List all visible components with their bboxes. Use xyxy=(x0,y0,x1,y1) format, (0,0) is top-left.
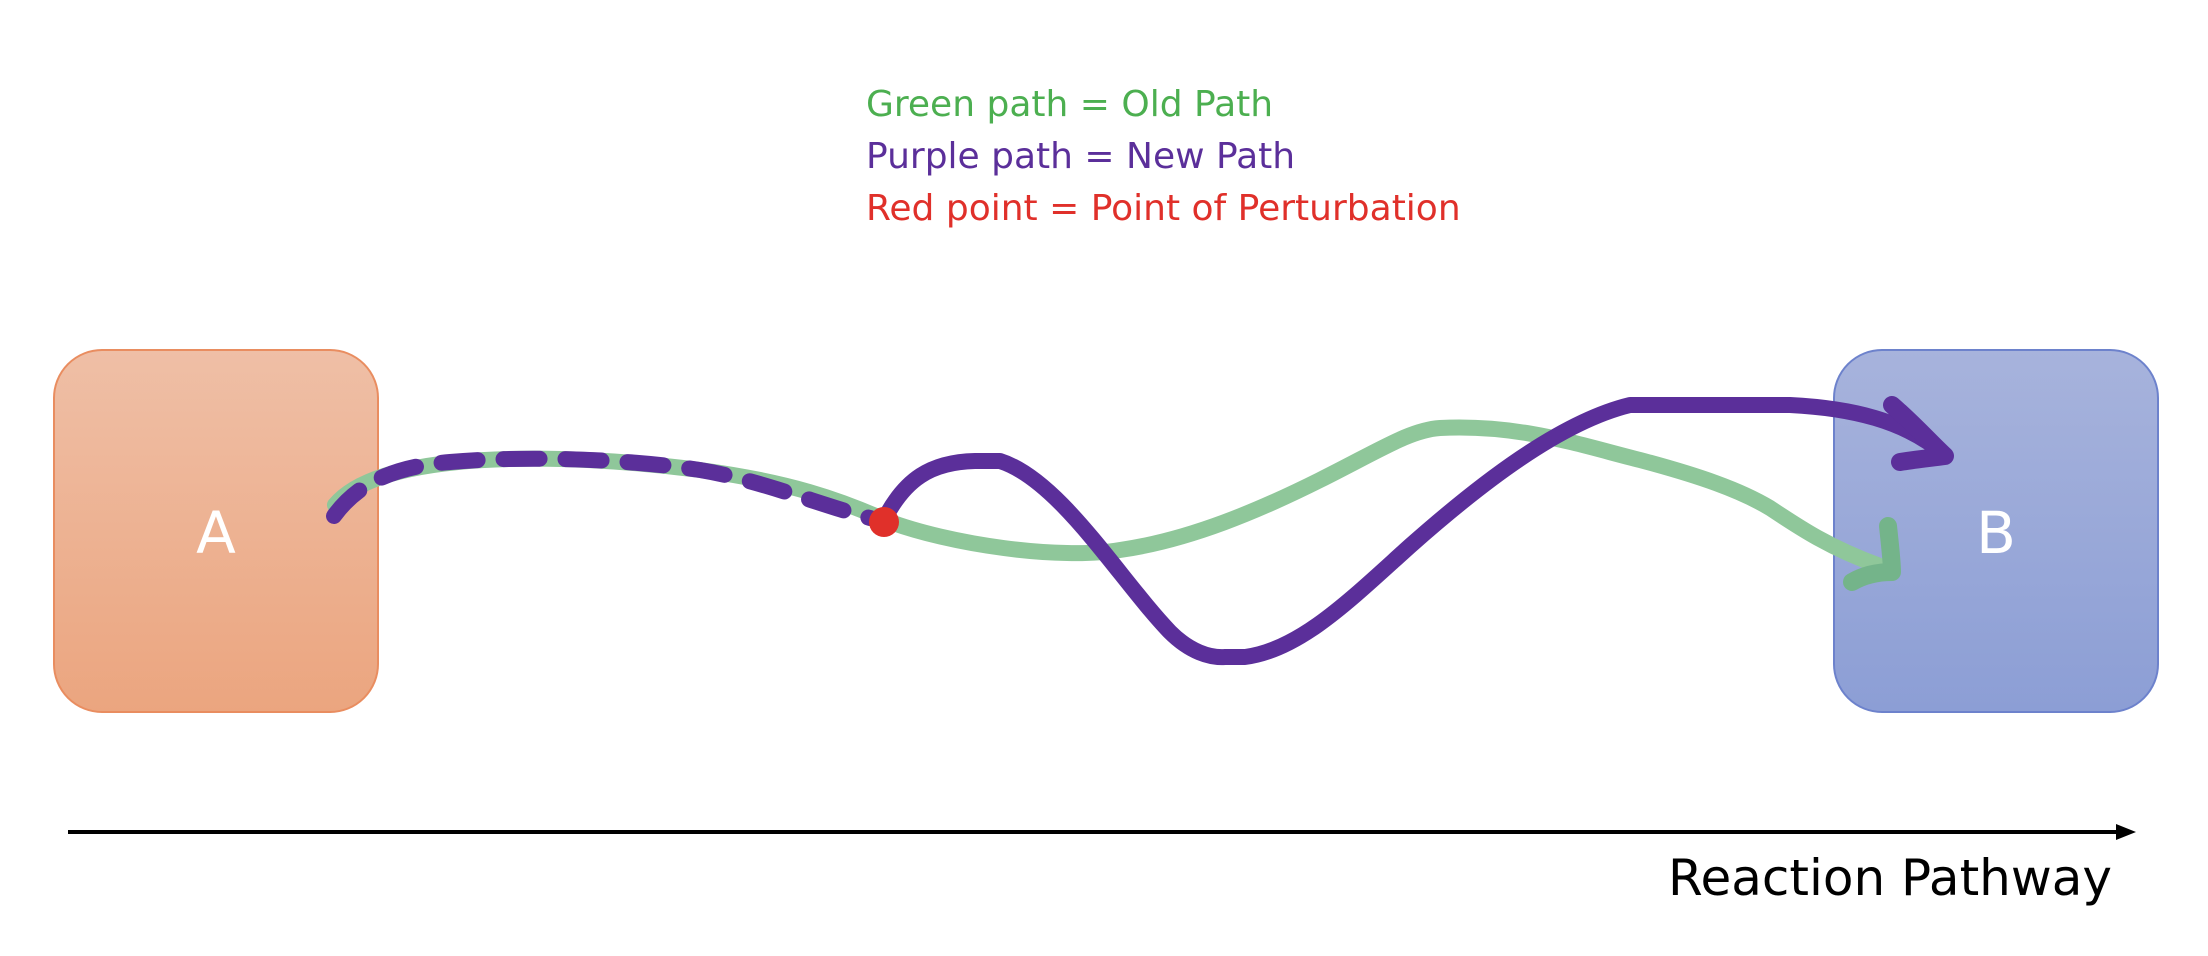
new-path xyxy=(326,396,1954,666)
legend-perturbation-point: Red point = Point of Perturbation xyxy=(866,188,1461,229)
legend-old-path: Green path = Old Path xyxy=(866,84,1273,125)
new-path-arrowhead xyxy=(1883,396,1954,471)
new-path-solid-segment xyxy=(877,397,1953,666)
reaction-pathway-axis: Reaction Pathway xyxy=(68,824,2136,907)
legend-new-path: Purple path = New Path xyxy=(866,136,1295,177)
end-state-label: B xyxy=(1976,499,2016,567)
start-state-label: A xyxy=(196,499,236,567)
start-state-box xyxy=(53,349,379,713)
axis-arrowhead xyxy=(2116,824,2136,840)
start-state-node: A xyxy=(53,349,379,713)
legend: Green path = Old Path Purple path = New … xyxy=(866,84,1461,229)
axis-label: Reaction Pathway xyxy=(1668,849,2112,907)
new-path-dashed-segment xyxy=(326,450,878,526)
old-path-arrowhead xyxy=(1843,517,1901,591)
perturbation-point xyxy=(869,507,899,537)
